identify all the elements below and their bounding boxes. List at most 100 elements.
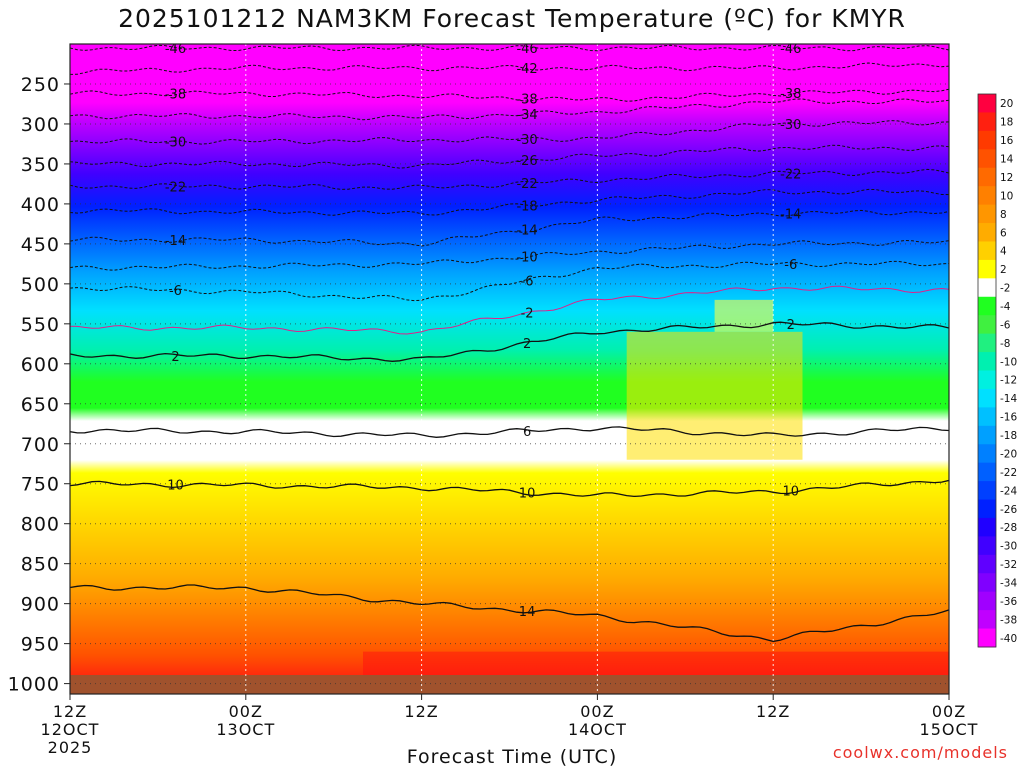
isotherm-label: -18	[516, 199, 537, 214]
isotherm-label: 10	[167, 479, 184, 494]
isotherm-layer: -46 -46 -46-42-38 -38 -38-34-30 -30-30-26-22-…	[70, 42, 949, 643]
colorbar-label: -14	[1000, 393, 1017, 405]
credit-link[interactable]: coolwx.com/models	[832, 743, 1008, 762]
colorbar-label: 8	[1000, 209, 1007, 221]
x-tick-label: 00Z	[580, 702, 614, 721]
colorbar-label: -20	[1000, 448, 1017, 460]
warm-pocket	[626, 331, 803, 460]
x-tick-label: 2025	[48, 738, 93, 757]
isotherm-label: 2	[523, 337, 531, 352]
colorbar-swatch	[978, 628, 996, 648]
colorbar-label: -40	[1000, 633, 1017, 645]
colorbar-swatch	[978, 167, 996, 187]
isotherm-label: -6	[169, 284, 182, 299]
colorbar-swatch	[978, 223, 996, 242]
isotherm-label: -38	[516, 92, 537, 107]
isotherm-line	[70, 188, 949, 216]
y-tick-label: 250	[21, 74, 60, 96]
y-tick-label: 500	[21, 274, 60, 296]
isotherm-line	[70, 209, 949, 247]
colorbar-swatch	[978, 481, 996, 501]
x-tick-label: 13OCT	[216, 720, 275, 739]
y-axis: 250 300 350 400 450 500 550 600 650 700 750 800 850 9…	[8, 74, 70, 696]
colorbar-swatch	[978, 370, 996, 390]
colorbar-label: -32	[1000, 559, 1017, 571]
colorbar-swatch	[978, 591, 996, 611]
x-tick-label: 15OCT	[920, 720, 979, 739]
isotherm-label: -22	[165, 180, 186, 195]
colorbar-swatch	[978, 462, 996, 482]
colorbar-swatch	[978, 425, 996, 445]
isotherm-line	[70, 44, 949, 52]
warm-bulge	[714, 299, 774, 332]
y-tick-label: 550	[21, 314, 60, 336]
colorbar-label: -38	[1000, 614, 1017, 626]
colorbar-label: -36	[1000, 596, 1017, 608]
colorbar-swatch	[978, 499, 996, 519]
isotherm-label: -22	[780, 167, 801, 182]
colorbar-swatch	[978, 296, 996, 316]
x-tick-label: 12Z	[404, 702, 438, 721]
x-axis-title: Forecast Time (UTC)	[406, 746, 618, 768]
isotherm-label: 2	[787, 318, 795, 333]
y-tick-label: 650	[21, 394, 60, 416]
colorbar-label: -8	[1000, 338, 1010, 350]
isotherm-label: -42	[516, 62, 537, 77]
colorbar-label: -6	[1000, 319, 1011, 331]
x-tick-label: 12OCT	[41, 720, 100, 739]
colorbar-label: -10	[1000, 356, 1017, 368]
colorbar-label: -28	[1000, 522, 1017, 534]
x-tick-label: 00Z	[932, 702, 966, 721]
colorbar-swatch	[978, 352, 996, 371]
y-tick-label: 450	[21, 234, 60, 256]
colorbar-label: 14	[1000, 154, 1014, 166]
y-tick-label: 850	[21, 554, 60, 576]
y-tick-label: 700	[21, 434, 60, 456]
colorbar-swatch	[978, 278, 996, 298]
y-tick-label: 800	[21, 514, 60, 536]
colorbar-label: -12	[1000, 375, 1017, 387]
colorbar-label: -2	[1000, 283, 1010, 295]
temperature-field	[70, 44, 949, 694]
x-tick-label: 12Z	[53, 702, 87, 721]
isotherm-line	[70, 98, 949, 121]
colorbar-label: 2	[1000, 264, 1007, 276]
colorbar-swatch	[978, 241, 996, 261]
isotherm-label: -10	[516, 251, 537, 266]
isotherm-label: -30	[516, 133, 537, 148]
colorbar-swatch	[978, 130, 996, 150]
isotherm-label: -38	[165, 88, 186, 103]
isotherm-line	[70, 479, 949, 498]
isotherm-label: 10	[519, 487, 536, 502]
plot-frame	[69, 43, 950, 695]
colorbar-label: -4	[1000, 301, 1011, 313]
colorbar-swatch	[978, 149, 996, 169]
isotherm-line	[70, 321, 949, 362]
x-tick-label: 14OCT	[568, 720, 627, 739]
isotherm-line	[70, 584, 949, 643]
isotherm-label: -30	[780, 118, 801, 133]
isotherm-line	[70, 168, 949, 190]
isotherm-label: -46	[780, 42, 801, 57]
y-tick-label: 400	[21, 194, 60, 216]
isotherm-label: -38	[780, 87, 801, 102]
isotherm-label: -22	[516, 177, 537, 192]
colorbar-label: -22	[1000, 467, 1017, 479]
isotherm-label: -14	[516, 223, 537, 238]
isotherm-label: -34	[516, 108, 537, 123]
colorbar-label: 16	[1000, 135, 1014, 147]
y-tick-label: 350	[21, 154, 60, 176]
colorbar-label: 6	[1000, 227, 1007, 239]
colorbar-label: -24	[1000, 485, 1017, 497]
y-tick-label: 900	[21, 594, 60, 616]
colorbar-swatch	[978, 259, 996, 279]
y-tick-label: 950	[21, 634, 60, 656]
colorbar-swatch	[978, 407, 996, 427]
isotherm-label: -26	[516, 154, 537, 169]
colorbar-label: 12	[1000, 172, 1013, 184]
isotherm-label: 2	[171, 350, 179, 365]
colorbar-label: 18	[1000, 117, 1013, 129]
colorbar-label: -34	[1000, 577, 1017, 589]
colorbar-label: -18	[1000, 430, 1017, 442]
